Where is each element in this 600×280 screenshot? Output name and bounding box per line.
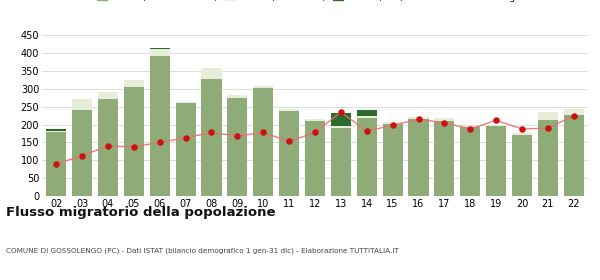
Bar — [356, 118, 377, 196]
Bar — [460, 126, 481, 127]
Bar — [383, 123, 403, 196]
Bar — [356, 110, 377, 116]
Bar — [434, 121, 454, 196]
Point — [466, 127, 475, 131]
Bar — [331, 126, 351, 128]
Bar — [460, 127, 481, 196]
Point — [52, 162, 61, 166]
Bar — [149, 49, 170, 56]
Bar — [383, 122, 403, 123]
Bar — [227, 95, 247, 98]
Bar — [98, 99, 118, 196]
Bar — [279, 111, 299, 196]
Bar — [176, 102, 196, 103]
Point — [206, 130, 216, 135]
Point — [414, 117, 424, 122]
Point — [129, 144, 139, 149]
Text: Flusso migratorio della popolazione: Flusso migratorio della popolazione — [6, 206, 275, 219]
Bar — [538, 120, 558, 196]
Point — [310, 130, 320, 135]
Bar — [72, 110, 92, 196]
Bar — [563, 115, 584, 196]
Bar — [512, 135, 532, 196]
Bar — [124, 87, 144, 196]
Bar — [305, 119, 325, 121]
Bar — [149, 48, 170, 49]
Bar — [202, 79, 221, 196]
Bar — [46, 129, 67, 131]
Bar — [331, 113, 351, 126]
Bar — [512, 133, 532, 135]
Bar — [486, 125, 506, 126]
Bar — [227, 98, 247, 196]
Bar — [409, 118, 428, 196]
Point — [543, 126, 553, 130]
Bar — [176, 103, 196, 196]
Bar — [486, 126, 506, 196]
Bar — [331, 128, 351, 196]
Point — [103, 144, 113, 148]
Bar — [46, 131, 67, 132]
Point — [569, 113, 578, 118]
Bar — [563, 109, 584, 115]
Point — [517, 127, 527, 131]
Bar — [538, 112, 558, 120]
Point — [233, 134, 242, 138]
Point — [362, 129, 371, 133]
Point — [259, 130, 268, 135]
Bar — [124, 80, 144, 87]
Bar — [434, 118, 454, 121]
Bar — [98, 92, 118, 99]
Bar — [305, 121, 325, 196]
Text: COMUNE DI GOSSOLENGO (PC) - Dati ISTAT (bilancio demografico 1 gen-31 dic) - Ela: COMUNE DI GOSSOLENGO (PC) - Dati ISTAT (… — [6, 248, 399, 254]
Point — [336, 110, 346, 114]
Bar — [279, 109, 299, 111]
Point — [388, 123, 397, 128]
Bar — [253, 88, 274, 196]
Point — [181, 136, 190, 140]
Bar — [46, 132, 67, 196]
Bar — [356, 116, 377, 118]
Bar — [72, 99, 92, 110]
Bar — [149, 56, 170, 196]
Legend: Iscritti (da altri comuni), Iscritti (dall'estero), Iscritti (altri), Cancellati: Iscritti (da altri comuni), Iscritti (da… — [97, 0, 533, 2]
Bar — [202, 68, 221, 79]
Point — [284, 139, 294, 144]
Bar — [409, 117, 428, 118]
Point — [77, 153, 87, 158]
Point — [155, 140, 164, 145]
Bar — [253, 87, 274, 88]
Point — [440, 121, 449, 125]
Point — [491, 118, 501, 123]
